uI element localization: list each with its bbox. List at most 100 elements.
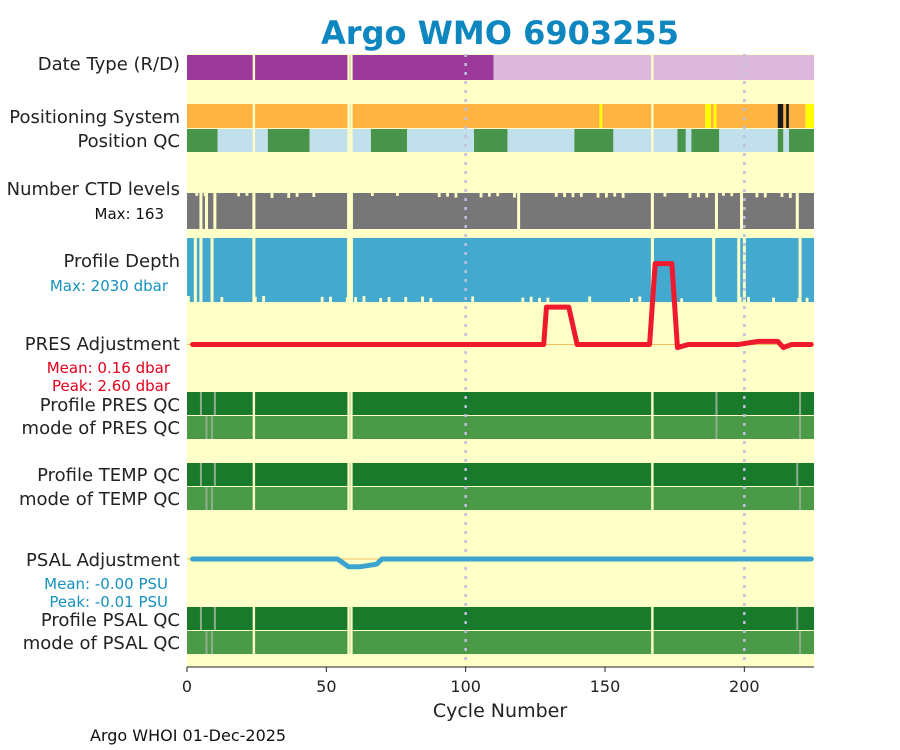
ctd-levels-bar-edge <box>579 193 583 197</box>
ctd-levels-bar-edge <box>370 193 374 196</box>
position-qc-segment <box>474 129 508 152</box>
label-psal-adjustment: PSAL Adjustment <box>26 550 180 571</box>
missing-cycle-line <box>651 54 654 667</box>
profile-psal-qc-bar-gap <box>199 607 202 630</box>
profile-depth-bar-edge <box>262 296 266 302</box>
missing-cycle-line <box>347 54 350 667</box>
profile-pres-qc-bar <box>187 392 814 415</box>
position-qc-segment <box>677 129 686 152</box>
positioning-segment <box>786 104 789 128</box>
mode-pres-qc-bar-gap <box>799 416 802 439</box>
positioning-segment <box>705 104 711 128</box>
chart-title: Argo WMO 6903255 <box>321 14 679 52</box>
profile-depth-bar-gap <box>199 238 203 302</box>
profile-depth-bar-edge <box>546 297 550 302</box>
position-qc-segment <box>691 129 720 152</box>
mode-temp-qc-bar-gap <box>211 487 214 510</box>
profile-pres-qc-bar-gap <box>199 392 202 415</box>
ctd-levels-bar-edge <box>563 193 566 198</box>
mode-pres-qc-bar-gap <box>211 416 214 439</box>
label-psal-peak: Peak: -0.01 PSU <box>49 593 168 611</box>
profile-pres-qc-bar-gap <box>715 392 718 415</box>
position-qc-segment <box>217 129 268 152</box>
ctd-levels-bar-edge <box>688 193 692 198</box>
profile-depth-bar-edge <box>320 296 324 302</box>
ctd-levels-bar-edge <box>722 193 725 196</box>
profile-depth-bar-edge <box>379 297 383 302</box>
ctd-levels-bar-edge <box>596 193 600 198</box>
mode-temp-qc-bar-gap <box>205 487 208 510</box>
label-depth-max: Max: 2030 dbar <box>50 277 169 295</box>
ctd-levels-bar-gap <box>714 193 718 229</box>
label-pres-adjustment: PRES Adjustment <box>25 334 180 355</box>
x-axis-title: Cycle Number <box>433 700 567 722</box>
ctd-levels-bar-gap <box>740 193 744 229</box>
label-pres-peak: Peak: 2.60 dbar <box>52 377 171 395</box>
ctd-levels-bar-edge <box>696 193 700 198</box>
positioning-segment <box>783 104 787 128</box>
adjustment-lines <box>187 261 814 570</box>
ctd-levels-bar-edge <box>487 193 491 197</box>
ctd-levels-bar-edge <box>621 193 625 198</box>
ctd-levels-bar <box>187 193 814 229</box>
mode-temp-qc-bar-gap <box>799 487 802 510</box>
label-psal-mean: Mean: -0.00 PSU <box>44 575 168 593</box>
profile-depth-bar-edge <box>354 297 357 302</box>
profile-psal-qc-bar-gap <box>213 607 216 630</box>
ctd-levels-bar-edge <box>780 193 784 197</box>
profile-depth-bar-edge <box>329 296 332 302</box>
positioning-segment <box>788 104 806 128</box>
x-tick-label: 0 <box>182 677 192 696</box>
profile-depth-bar-gap <box>798 238 802 302</box>
mode-pres-qc-bar-gap <box>715 416 718 439</box>
ctd-levels-bar-edge <box>237 193 240 197</box>
profile-depth-bar-edge <box>747 297 750 302</box>
position-qc-segment <box>574 129 614 152</box>
pres-adjustment-line <box>190 261 814 351</box>
footer-credit: Argo WHOI 01-Dec-2025 <box>90 726 286 745</box>
ctd-levels-bar-edge <box>270 193 274 198</box>
label-profile-pres-qc: Profile PRES QC <box>40 395 180 416</box>
position-qc-segment <box>187 129 218 152</box>
dotted-gridlines <box>464 54 746 667</box>
ctd-levels-bar-edge <box>312 193 316 197</box>
profile-depth-bar-edge <box>404 297 408 302</box>
mode-psal-qc-bar-gap <box>211 631 214 654</box>
profile-depth-bar-gap <box>210 238 214 302</box>
mode-pres-qc-bar <box>187 416 814 439</box>
x-axis-ticks: 0 50 100 150 200 <box>182 667 760 696</box>
position-qc-segment <box>788 129 814 152</box>
ctd-levels-bar-edge <box>605 193 608 198</box>
profile-depth-bar-edge <box>538 297 541 302</box>
profile-depth-bar-edge <box>429 298 433 302</box>
mode-psal-qc-bar-gap <box>799 631 802 654</box>
mode-pres-qc-bar-gap <box>205 416 208 439</box>
profile-depth-bar-edge <box>638 296 642 302</box>
ctd-levels-bar-edge <box>437 193 441 198</box>
ctd-levels-bar-edge <box>496 193 500 197</box>
mode-temp-qc-bar <box>187 487 814 510</box>
profile-depth-bar-edge <box>680 298 684 302</box>
label-ctd-max: Max: 163 <box>95 205 164 223</box>
profile-depth-bar-gap <box>737 238 741 302</box>
ctd-levels-bar-edge <box>554 193 558 197</box>
x-tick-label: 200 <box>729 677 760 696</box>
profile-depth-bar <box>187 238 814 302</box>
label-profile-psal-qc: Profile PSAL QC <box>41 610 180 631</box>
profile-pres-qc-bar-gap <box>799 392 802 415</box>
profile-depth-bar-edge <box>521 297 525 302</box>
ctd-levels-bar-gap <box>205 193 209 229</box>
ctd-levels-bar-edge <box>295 193 299 197</box>
ctd-levels-bar-edge <box>571 193 575 198</box>
profile-temp-qc-bar <box>187 463 814 486</box>
date-type-segment <box>187 55 494 80</box>
position-qc-segment <box>783 129 789 152</box>
label-positioning-system: Positioning System <box>9 107 180 128</box>
label-position-qc: Position QC <box>77 131 180 152</box>
profile-depth-bar-edge <box>471 296 475 302</box>
date-type-segment <box>493 55 814 80</box>
position-qc-segment <box>370 129 408 152</box>
ctd-levels-bar-edge <box>730 193 734 197</box>
ctd-levels-bar-edge <box>755 193 759 198</box>
label-pres-mean: Mean: 0.16 dbar <box>47 359 171 377</box>
